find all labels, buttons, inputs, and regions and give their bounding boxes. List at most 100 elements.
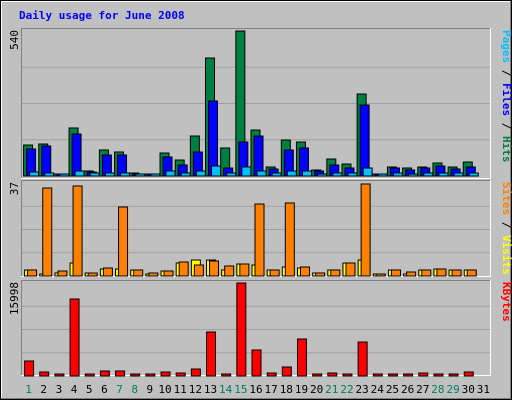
x-tick-label-day-11: 11: [174, 383, 187, 396]
bar-pages-day-4: [74, 170, 85, 177]
x-tick-label-day-16: 16: [249, 383, 262, 396]
legend-entry: /: [500, 215, 512, 235]
bar-pages-day-30: [468, 172, 479, 177]
x-tick-label-day-17: 17: [265, 383, 278, 396]
chart-title: Daily usage for June 2008: [19, 9, 185, 22]
bar-sites-day-22: [345, 262, 356, 277]
x-tick-label-day-18: 18: [280, 383, 293, 396]
bar-kbytes-day-23: [357, 341, 368, 377]
x-tick-label-day-19: 19: [295, 383, 308, 396]
panel-1-ytick-label: 540: [8, 30, 21, 50]
bar-kbytes-day-16: [251, 349, 262, 377]
bar-kbytes-day-24: [372, 373, 383, 377]
bar-sites-day-12: [193, 264, 204, 277]
x-tick-label-day-15: 15: [234, 383, 247, 396]
bar-sites-day-3: [57, 270, 68, 277]
bar-sites-day-6: [102, 267, 113, 277]
bar-pages-day-7: [120, 172, 131, 177]
bar-pages-day-8: [135, 173, 146, 177]
bar-kbytes-day-9: [145, 373, 156, 377]
x-tick-label-day-6: 6: [101, 383, 108, 396]
bar-sites-day-20: [315, 272, 326, 277]
x-tick-label-day-23: 23: [356, 383, 369, 396]
bar-pages-day-23: [362, 167, 373, 177]
bar-kbytes-day-17: [266, 372, 277, 377]
bar-kbytes-day-25: [387, 373, 398, 377]
bar-files-day-13: [208, 100, 219, 177]
bar-kbytes-day-10: [160, 371, 171, 377]
bar-sites-day-21: [330, 269, 341, 277]
bar-kbytes-day-11: [175, 372, 186, 377]
bar-files-day-2: [41, 145, 52, 177]
bar-pages-day-25: [392, 172, 403, 177]
x-tick-label-day-2: 2: [40, 383, 47, 396]
bar-sites-day-5: [87, 272, 98, 277]
bar-sites-day-7: [118, 206, 129, 277]
bar-sites-day-11: [178, 261, 189, 277]
x-tick-label-day-9: 9: [147, 383, 154, 396]
bar-kbytes-day-7: [115, 370, 126, 377]
x-tick-label-day-5: 5: [86, 383, 93, 396]
bar-pages-day-1: [29, 171, 40, 177]
x-tick-label-day-7: 7: [116, 383, 123, 396]
bar-pages-day-2: [44, 172, 55, 177]
bar-pages-day-20: [317, 173, 328, 177]
bar-kbytes-day-28: [433, 373, 444, 377]
bar-pages-day-22: [347, 172, 358, 177]
bar-pages-day-16: [256, 170, 267, 177]
x-tick-label-day-1: 1: [25, 383, 32, 396]
x-tick-label-day-31: 31: [477, 383, 490, 396]
bar-pages-day-19: [301, 170, 312, 177]
bar-sites-day-26: [406, 271, 417, 277]
legend-entry: Hits: [500, 136, 512, 163]
bar-sites-day-2: [42, 187, 53, 277]
bar-sites-day-18: [284, 202, 295, 277]
bar-pages-day-12: [195, 170, 206, 177]
panel-1-legend: Pages / Files / Hits: [500, 30, 512, 163]
bar-pages-day-13: [211, 165, 222, 177]
bar-pages-day-6: [104, 172, 115, 177]
bar-sites-day-25: [390, 269, 401, 277]
x-tick-label-day-28: 28: [431, 383, 444, 396]
bar-kbytes-day-29: [448, 373, 459, 377]
bar-sites-day-1: [27, 269, 38, 277]
x-tick-label-day-26: 26: [401, 383, 414, 396]
bar-kbytes-day-12: [190, 368, 201, 377]
legend-entry: /: [500, 116, 512, 136]
bar-pages-day-9: [150, 173, 161, 177]
bar-kbytes-day-14: [221, 373, 232, 377]
bar-kbytes-day-13: [206, 331, 217, 377]
bar-pages-day-26: [408, 173, 419, 177]
bar-pages-day-21: [332, 172, 343, 177]
bar-pages-day-27: [423, 172, 434, 177]
bar-pages-day-10: [165, 170, 176, 177]
panel-2-ytick-label: 37: [8, 182, 21, 195]
x-tick-label-day-27: 27: [416, 383, 429, 396]
x-tick-label-day-12: 12: [189, 383, 202, 396]
bar-pages-day-28: [438, 172, 449, 177]
legend-entry: KBytes: [500, 282, 512, 322]
bar-kbytes-day-30: [463, 371, 474, 377]
x-tick-label-day-29: 29: [446, 383, 459, 396]
bar-sites-day-29: [451, 269, 462, 277]
bar-sites-day-15: [239, 263, 250, 277]
bar-pages-day-29: [453, 172, 464, 177]
bar-pages-day-24: [377, 173, 388, 177]
bar-sites-day-28: [436, 268, 447, 277]
bar-kbytes-day-4: [69, 298, 80, 377]
bar-pages-day-5: [89, 172, 100, 177]
x-tick-label-day-13: 13: [204, 383, 217, 396]
x-tick-label-day-14: 14: [219, 383, 233, 396]
bar-kbytes-day-19: [296, 338, 307, 377]
bar-kbytes-day-8: [130, 373, 141, 377]
legend-entry: Files: [500, 83, 512, 116]
bar-pages-day-18: [286, 170, 297, 177]
x-tick-label-day-20: 20: [310, 383, 323, 396]
bar-sites-day-17: [269, 269, 280, 277]
bar-pages-day-15: [241, 166, 252, 177]
x-tick-label-day-21: 21: [325, 383, 338, 396]
bar-kbytes-day-21: [327, 372, 338, 377]
x-tick-label-day-24: 24: [371, 383, 385, 396]
bar-sites-day-24: [375, 273, 386, 277]
panel-3-ytick-label: 15998: [8, 282, 21, 315]
